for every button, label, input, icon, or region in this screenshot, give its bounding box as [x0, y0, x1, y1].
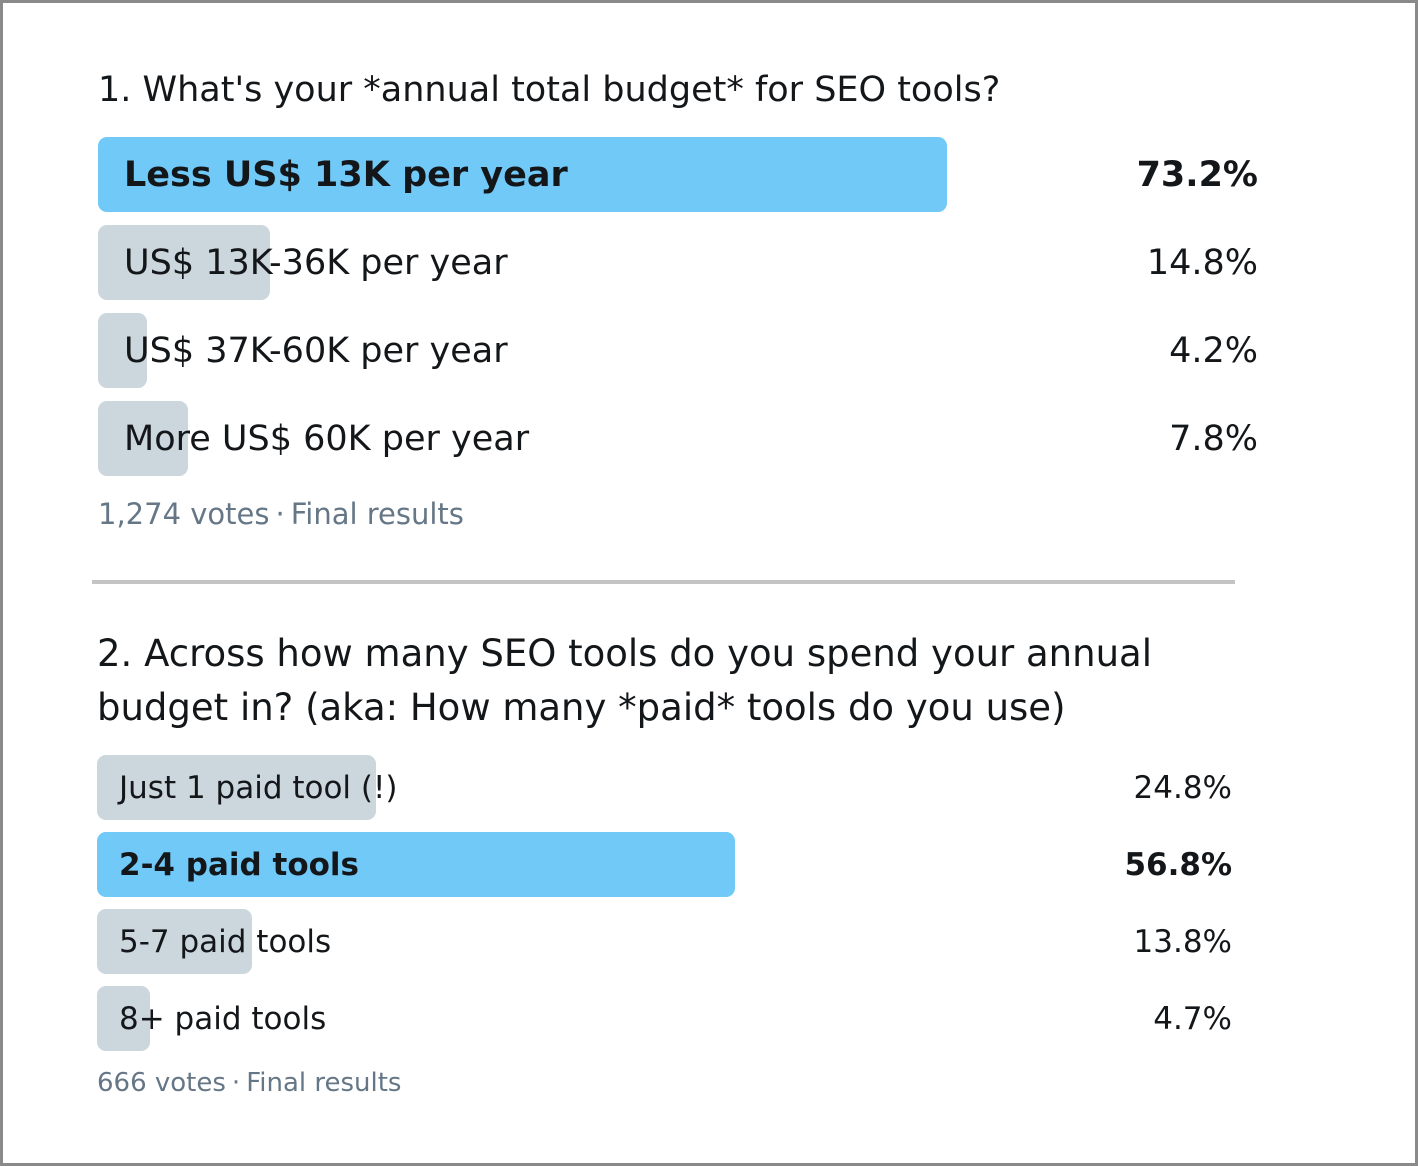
poll-option-bar — [98, 137, 947, 212]
poll-question: 2. Across how many SEO tools do you spen… — [97, 632, 1152, 729]
poll-option: More US$ 60K per year 7.8% — [98, 401, 1258, 476]
poll-option-percent: 4.7% — [1153, 1000, 1232, 1037]
poll-option-bar — [98, 313, 147, 388]
poll-footer: 1,274 votes · Final results — [98, 489, 1258, 539]
poll-option-percent: 24.8% — [1133, 769, 1232, 806]
poll-option-label: US$ 37K-60K per year — [124, 330, 508, 371]
poll-option-percent: 56.8% — [1124, 846, 1232, 883]
poll-option: US$ 37K-60K per year 4.2% — [98, 313, 1258, 388]
poll-question: 1. What's your *annual total budget* for… — [98, 70, 1001, 110]
poll-option: Less US$ 13K per year 73.2% — [98, 137, 1258, 212]
poll-status: Final results — [290, 497, 464, 531]
poll-option-percent: 73.2% — [1136, 154, 1258, 195]
poll-option-bar — [97, 986, 150, 1051]
vote-count: 666 votes — [97, 1068, 226, 1098]
poll-option-label: Just 1 paid tool (!) — [119, 769, 398, 806]
section-divider — [92, 580, 1235, 584]
poll-option-bar — [98, 401, 188, 476]
poll-option-bar — [97, 909, 252, 974]
poll-budget: 1. What's your *annual total budget* for… — [98, 65, 1258, 539]
poll-option-label: 2-4 paid tools — [119, 846, 360, 883]
poll-option: 5-7 paid tools 13.8% — [97, 909, 1232, 974]
footer-separator: · — [275, 497, 285, 531]
poll-option: 8+ paid tools 4.7% — [97, 986, 1232, 1051]
poll-option: US$ 13K-36K per year 14.8% — [98, 225, 1258, 300]
poll-status: Final results — [246, 1068, 402, 1098]
vote-count: 1,274 votes — [98, 497, 270, 531]
poll-option: Just 1 paid tool (!) 24.8% — [97, 755, 1232, 820]
poll-option-bar — [98, 225, 270, 300]
footer-separator: · — [231, 1068, 241, 1098]
poll-option-label: More US$ 60K per year — [124, 418, 530, 459]
poll-footer: 666 votes · Final results — [97, 1061, 1232, 1105]
poll-option-label: 8+ paid tools — [119, 1000, 327, 1037]
poll-option: 2-4 paid tools 56.8% — [97, 832, 1232, 897]
poll-option-percent: 7.8% — [1169, 418, 1258, 459]
poll-tool-count: 2. Across how many SEO tools do you spen… — [97, 627, 1232, 1105]
poll-option-bar — [97, 755, 376, 820]
poll-option-label: 5-7 paid tools — [119, 923, 332, 960]
poll-option-percent: 14.8% — [1146, 242, 1258, 283]
poll-option-percent: 4.2% — [1169, 330, 1258, 371]
poll-option-label: Less US$ 13K per year — [124, 154, 568, 195]
poll-option-bar — [97, 832, 735, 897]
poll-option-percent: 13.8% — [1133, 923, 1232, 960]
poll-option-label: US$ 13K-36K per year — [124, 242, 508, 283]
